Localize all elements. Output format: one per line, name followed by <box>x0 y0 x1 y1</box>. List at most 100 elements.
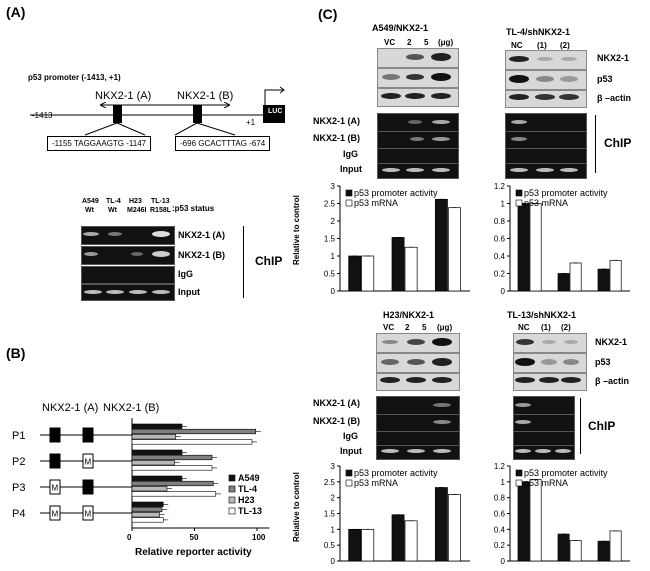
seq-a-box: -1155 TAGGAAGTG -1147 <box>47 136 152 151</box>
c-bar-5-0 <box>434 198 448 292</box>
c-bar-(2)-1 <box>609 530 622 562</box>
c3-chip-label-igg: IgG <box>343 431 358 441</box>
c-ytick-label: 2 <box>331 217 336 226</box>
reporter-legend-swatch-TL-13 <box>228 507 236 515</box>
construct-label-P1: P1 <box>12 430 25 442</box>
c-ytick-label: 0.4 <box>494 252 506 261</box>
c-bar-5-1 <box>447 207 461 292</box>
luc-box <box>263 105 285 123</box>
reporter-legend-swatch-A549 <box>228 474 236 482</box>
c3-wb-bands <box>380 338 452 383</box>
reporter-legend-TL-13: TL-13 <box>238 506 262 516</box>
c-blot1-lane2: 2 <box>407 38 412 47</box>
reporter-bar-P3-TL-4 <box>131 480 214 487</box>
construct-site-a <box>49 479 61 495</box>
reporter-xtick-label: 50 <box>190 533 199 542</box>
construct-site-b <box>82 453 94 469</box>
c-ytick-label: 3 <box>331 462 336 471</box>
reporter-bar-P3-H23 <box>131 486 168 492</box>
c-ytick-label: 2 <box>331 494 336 503</box>
chip-a-label: ChIP <box>255 254 283 268</box>
c-bar-(1)-1 <box>569 262 582 292</box>
chip-a-blot-row3 <box>81 266 175 284</box>
reporter-xlabel: Relative reporter activity <box>135 547 252 558</box>
construct-site-a <box>49 453 61 469</box>
c-blot2-lane2: (1) <box>537 41 547 50</box>
c-blot2-lane1: NC <box>511 41 523 50</box>
c3-chip-label-b: NKX2-1 (B) <box>313 416 361 426</box>
c-ytick-label: 0.6 <box>494 235 506 244</box>
reporter-bar-P1-TL-4 <box>131 428 257 435</box>
c-blot4-lane2: (1) <box>541 323 551 332</box>
c3-chip-label: ChIP <box>588 419 616 433</box>
chip-a-row-label-2: NKX2-1 (B) <box>178 250 226 260</box>
construct-site-b <box>82 505 94 521</box>
left-end-label: -1413 <box>32 111 53 120</box>
c-ytick-label: 1 <box>331 525 336 534</box>
c-blot3-lane3: 5 <box>422 323 427 332</box>
c-legend-swatch-1 <box>515 479 523 487</box>
c1-chip-label-a: NKX2-1 (A) <box>313 116 361 126</box>
cell-line-tl4: TL-4 <box>106 198 121 205</box>
chip-a-blot-row1 <box>81 226 175 245</box>
c-bar-2-0 <box>391 237 405 292</box>
c-row2-actin: β –actin <box>595 376 630 386</box>
plus-one-label: +1 <box>246 118 256 127</box>
panel-c-label: (C) <box>318 6 338 22</box>
c-blot2-title: TL-4/shNKX2-1 <box>506 27 571 37</box>
chip-a-bracket <box>243 226 244 298</box>
c-blot1-lane1: VC <box>384 38 396 47</box>
status-h23: M246I <box>127 207 147 214</box>
c-chart-4: 0 0.2 0.4 0.6 0.8 1 1.2 p53 promoter activityp5… <box>494 462 630 566</box>
reporter-site-b: NKX2-1 (B) <box>103 402 160 414</box>
c1-chip-label-b: NKX2-1 (B) <box>313 133 361 143</box>
c2-wb-bands <box>509 56 579 100</box>
c-ytick-label: 3 <box>331 182 336 191</box>
c-ytick-label: 0 <box>331 557 336 566</box>
c-bar-2-0 <box>391 514 405 562</box>
reporter-bar-P4-TL-4 <box>131 506 163 513</box>
c3-chip-label-a: NKX2-1 (A) <box>313 398 361 408</box>
c-ytick-label: 1.2 <box>494 182 506 191</box>
c-legend-label-0: p53 promoter activity <box>524 468 608 478</box>
c-bar-VC-1 <box>361 528 375 562</box>
c-bar-(2)-0 <box>597 540 610 562</box>
c-blot3-unit: (μg) <box>437 323 453 332</box>
mutation-mark: M <box>52 510 59 519</box>
status-tl4: Wt <box>108 207 117 214</box>
construct-label-P2: P2 <box>12 456 25 468</box>
c-ytick-label: 0 <box>501 557 506 566</box>
reporter-bar-P4-A549 <box>131 501 164 507</box>
c-blot1-title: A549/NKX2-1 <box>372 23 429 33</box>
reporter-legend-swatch-TL-4 <box>228 485 236 493</box>
panel-a-label: (A) <box>6 4 26 20</box>
c-legend-swatch-0 <box>515 189 523 197</box>
promoter-title: p53 promoter (-1413, +1) <box>28 73 121 82</box>
c-blot3-lane2: 2 <box>405 323 410 332</box>
c-ytick-label: 1 <box>501 200 506 209</box>
c-blot4-lane3: (2) <box>561 323 571 332</box>
reporter-bar-P2-H23 <box>131 460 175 466</box>
chip-a-row-label-3: IgG <box>178 269 193 279</box>
c-legend-label-1: p53 mRNA <box>354 198 398 208</box>
seq-b-box: -696 GCACTTTAG -674 <box>175 136 271 151</box>
status-tl13: R158L <box>150 207 172 214</box>
c-legend-swatch-0 <box>345 189 353 197</box>
c-blot1-unit: (μg) <box>438 38 454 47</box>
chip-a-row-label-4: Input <box>178 287 200 297</box>
c-legend-swatch-0 <box>515 469 523 477</box>
construct-site-b <box>82 479 94 495</box>
construct-site-a <box>49 505 61 521</box>
construct-label-P3: P3 <box>12 482 25 494</box>
chip-a-blot-row4 <box>81 284 175 301</box>
c-legend-swatch-1 <box>515 199 523 207</box>
c-bar-(1)-1 <box>569 540 582 562</box>
reporter-bar-P1-A549 <box>131 423 183 429</box>
reporter-bar-P2-A549 <box>131 449 183 455</box>
reporter-bar-P3-TL-13 <box>131 491 217 497</box>
c-blot1-lane3: 5 <box>424 38 429 47</box>
reporter-xtick-label: 100 <box>252 533 266 542</box>
c-ytick-label: 1.5 <box>324 235 336 244</box>
c-bar-2-1 <box>404 520 418 562</box>
